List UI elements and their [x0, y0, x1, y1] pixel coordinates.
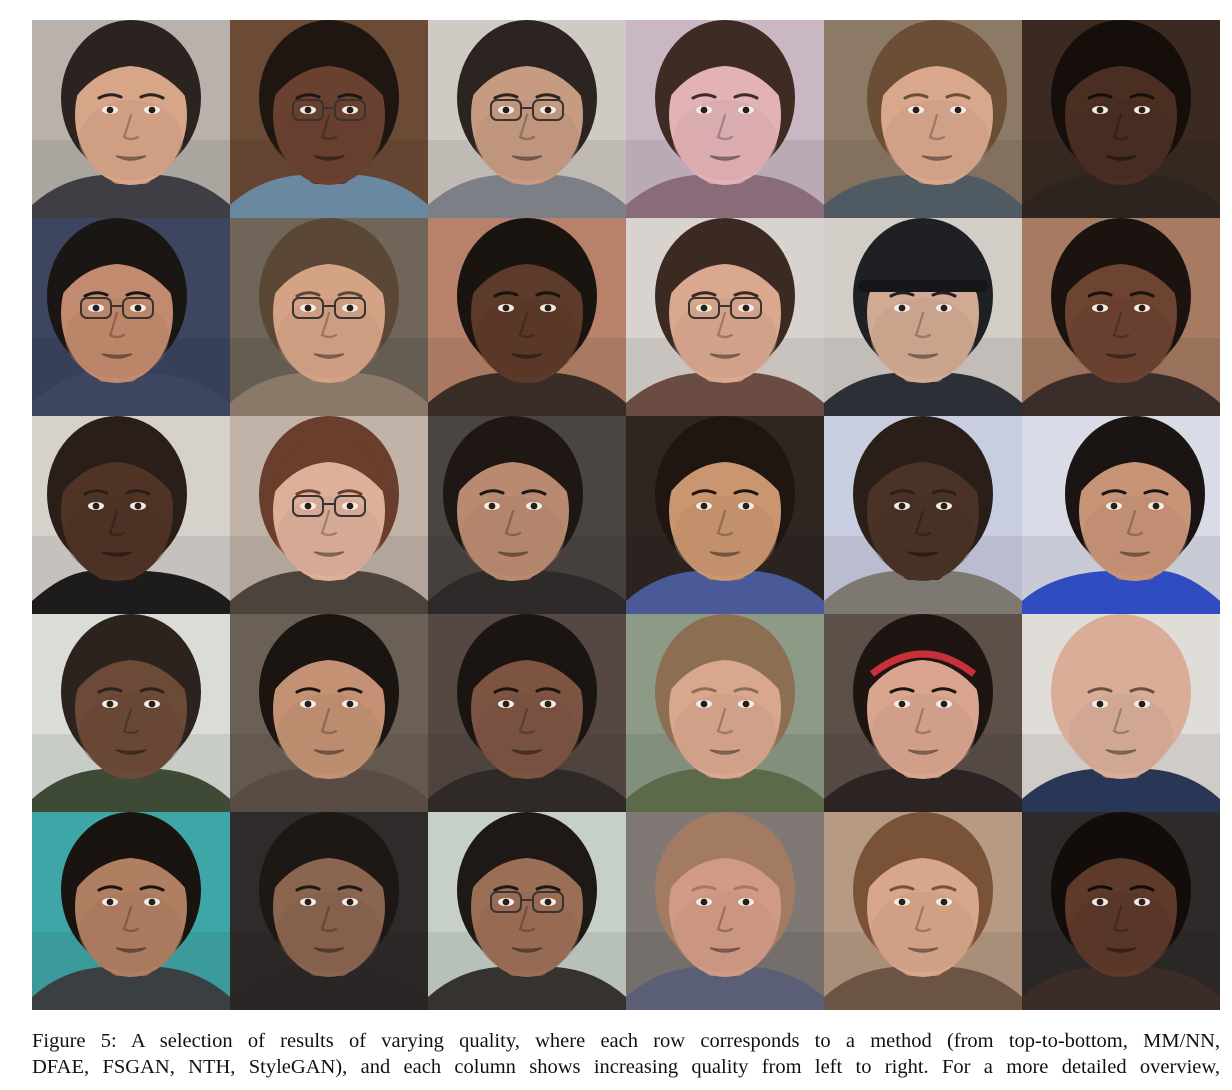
face-portrait — [1022, 614, 1220, 812]
face-portrait — [824, 614, 1022, 812]
face-tile-r1-c2 — [230, 20, 428, 218]
face-tile-r2-c3 — [428, 218, 626, 416]
caption-line-1: Figure 5: A selection of results of vary… — [32, 1030, 1220, 1052]
face-portrait — [32, 614, 230, 812]
face-portrait — [230, 416, 428, 614]
face-portrait — [1022, 812, 1220, 1010]
face-tile-r4-c4 — [626, 614, 824, 812]
face-portrait — [824, 812, 1022, 1010]
face-tile-r4-c5 — [824, 614, 1022, 812]
face-portrait — [1022, 20, 1220, 218]
face-portrait — [428, 812, 626, 1010]
face-portrait — [230, 812, 428, 1010]
face-portrait — [230, 614, 428, 812]
face-tile-r1-c3 — [428, 20, 626, 218]
face-portrait — [32, 416, 230, 614]
face-tile-r5-c6 — [1022, 812, 1220, 1010]
caption-line-2: DFAE, FSGAN, NTH, StyleGAN), and each co… — [32, 1056, 1220, 1078]
face-tile-r2-c2 — [230, 218, 428, 416]
face-tile-r4-c6 — [1022, 614, 1220, 812]
face-tile-r4-c1 — [32, 614, 230, 812]
face-portrait — [824, 416, 1022, 614]
face-tile-r4-c3 — [428, 614, 626, 812]
face-portrait — [230, 20, 428, 218]
face-tile-r1-c4 — [626, 20, 824, 218]
face-portrait — [428, 20, 626, 218]
face-portrait — [626, 416, 824, 614]
face-portrait — [32, 218, 230, 416]
face-tile-r1-c6 — [1022, 20, 1220, 218]
face-portrait — [428, 416, 626, 614]
face-portrait — [1022, 416, 1220, 614]
face-portrait — [32, 20, 230, 218]
face-portrait — [32, 812, 230, 1010]
face-portrait — [428, 218, 626, 416]
figure-caption: Figure 5: A selection of results of vary… — [32, 1028, 1220, 1080]
face-tile-r4-c2 — [230, 614, 428, 812]
face-tile-r5-c4 — [626, 812, 824, 1010]
face-portrait — [230, 218, 428, 416]
face-tile-r3-c5 — [824, 416, 1022, 614]
face-portrait — [626, 614, 824, 812]
face-tile-r3-c4 — [626, 416, 824, 614]
face-tile-r2-c5 — [824, 218, 1022, 416]
face-tile-r3-c1 — [32, 416, 230, 614]
face-portrait — [1022, 218, 1220, 416]
face-tile-r5-c2 — [230, 812, 428, 1010]
face-portrait — [824, 218, 1022, 416]
face-portrait — [626, 812, 824, 1010]
face-tile-r2-c4 — [626, 218, 824, 416]
face-tile-r3-c6 — [1022, 416, 1220, 614]
face-tile-r5-c3 — [428, 812, 626, 1010]
face-tile-r5-c1 — [32, 812, 230, 1010]
face-swap-results-grid — [32, 20, 1220, 1010]
face-portrait — [428, 614, 626, 812]
face-tile-r5-c5 — [824, 812, 1022, 1010]
face-tile-r3-c3 — [428, 416, 626, 614]
face-tile-r2-c1 — [32, 218, 230, 416]
face-portrait — [824, 20, 1022, 218]
face-tile-r1-c1 — [32, 20, 230, 218]
face-portrait — [626, 218, 824, 416]
face-portrait — [626, 20, 824, 218]
face-tile-r1-c5 — [824, 20, 1022, 218]
face-tile-r3-c2 — [230, 416, 428, 614]
face-tile-r2-c6 — [1022, 218, 1220, 416]
